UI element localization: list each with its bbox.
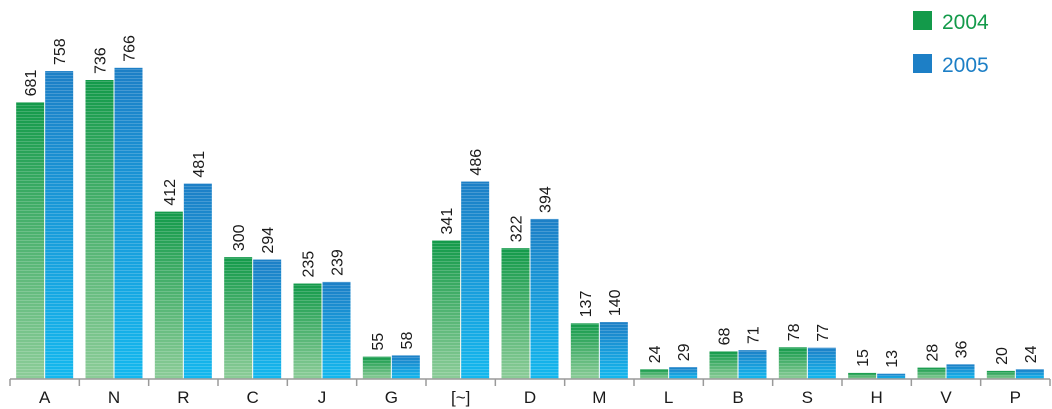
bars-layer: 681 758 736 766 412 481 300 294 235 239 55 58 341 486… [16,35,1044,379]
data-label-2005-V: 36 [954,340,971,358]
bar-texture [16,102,45,379]
data-label-2005-M: 140 [607,289,624,316]
bar-texture [570,323,599,379]
x-tick-label-[~]: [~] [451,388,470,407]
bar-texture [501,248,530,379]
x-tick-label-M: M [592,388,606,407]
data-label-2004-M: 137 [578,291,595,318]
data-label-2004-V: 28 [925,344,942,362]
x-tick-label-P: P [1010,388,1021,407]
x-tick-label-A: A [39,388,51,407]
bar-texture [114,67,143,379]
x-tick-label-N: N [108,388,120,407]
data-label-2004-N: 736 [93,47,110,74]
data-label-2004-A: 681 [23,70,40,97]
legend-label-2004: 2004 [942,11,989,34]
bar-texture [322,281,351,379]
bar-texture [85,80,114,379]
bar-texture [253,259,282,379]
x-tick-label-R: R [177,388,189,407]
bar-texture [154,211,183,379]
legend: 2004 2005 [913,11,989,77]
bar-texture [778,347,807,379]
bar-texture [391,355,420,379]
data-label-2005-R: 481 [191,151,208,178]
bar-texture [461,181,490,379]
data-label-2005-J: 239 [330,249,347,276]
x-tick-label-L: L [664,388,673,407]
bar-texture [599,322,628,379]
bar-texture [877,373,906,379]
bar-texture [946,364,975,379]
bar-texture [362,356,391,379]
bar-texture [986,370,1015,379]
x-tick-label-C: C [247,388,259,407]
legend-swatch-2005 [913,54,932,73]
bar-texture [669,367,698,379]
bar-texture [45,71,74,379]
bar-texture [224,257,253,379]
x-tick-label-S: S [802,388,813,407]
x-tick-label-H: H [871,388,883,407]
data-label-2004-S: 78 [786,323,803,341]
data-label-2004-H: 15 [855,349,872,367]
bar-texture [807,347,836,379]
bar-texture [293,283,322,379]
data-label-2004-L: 24 [647,345,664,363]
legend-label-2005: 2005 [942,54,989,77]
bar-texture [530,218,559,379]
bar-texture [183,183,212,379]
data-label-2005-[~]: 486 [468,149,485,176]
x-tick-label-G: G [385,388,398,407]
data-label-2005-B: 71 [746,326,763,344]
bar-texture [1015,369,1044,379]
data-label-2005-P: 24 [1023,345,1040,363]
legend-swatch-2004 [913,11,932,30]
bar-texture [738,350,767,379]
data-label-2004-B: 68 [717,327,734,345]
data-label-2005-G: 58 [399,332,416,350]
data-label-2005-D: 394 [538,186,555,213]
data-label-2005-N: 766 [122,35,139,62]
data-label-2005-C: 294 [260,227,277,254]
data-label-2004-G: 55 [370,333,387,351]
x-tick-label-B: B [732,388,743,407]
data-label-2004-[~]: 341 [439,208,456,235]
x-tick-label-V: V [940,388,952,407]
x-tick-label-D: D [524,388,536,407]
bar-texture [917,367,946,379]
data-label-2004-C: 300 [231,224,248,251]
data-label-2005-L: 29 [676,343,693,361]
data-label-2005-H: 13 [884,350,901,368]
data-label-2004-R: 412 [162,179,179,206]
data-label-2005-S: 77 [815,324,832,342]
x-axis: A N R C J G [~] D M L B S H V P [9,378,1051,407]
data-label-2004-D: 322 [509,215,526,242]
bar-texture [709,351,738,379]
data-label-2004-J: 235 [301,251,318,278]
bar-texture [432,240,461,379]
bar-texture [848,372,877,379]
data-label-2004-P: 20 [994,347,1011,365]
x-tick-label-J: J [318,388,327,407]
bar-texture [640,369,669,379]
data-label-2005-A: 758 [52,38,69,65]
